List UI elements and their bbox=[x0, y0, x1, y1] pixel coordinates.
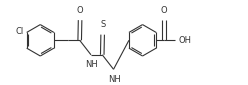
Text: O: O bbox=[77, 6, 83, 15]
Text: O: O bbox=[161, 6, 167, 15]
Text: Cl: Cl bbox=[15, 27, 24, 36]
Text: S: S bbox=[100, 20, 105, 29]
Text: OH: OH bbox=[179, 36, 192, 45]
Text: NH: NH bbox=[85, 60, 98, 69]
Text: NH: NH bbox=[108, 75, 121, 84]
